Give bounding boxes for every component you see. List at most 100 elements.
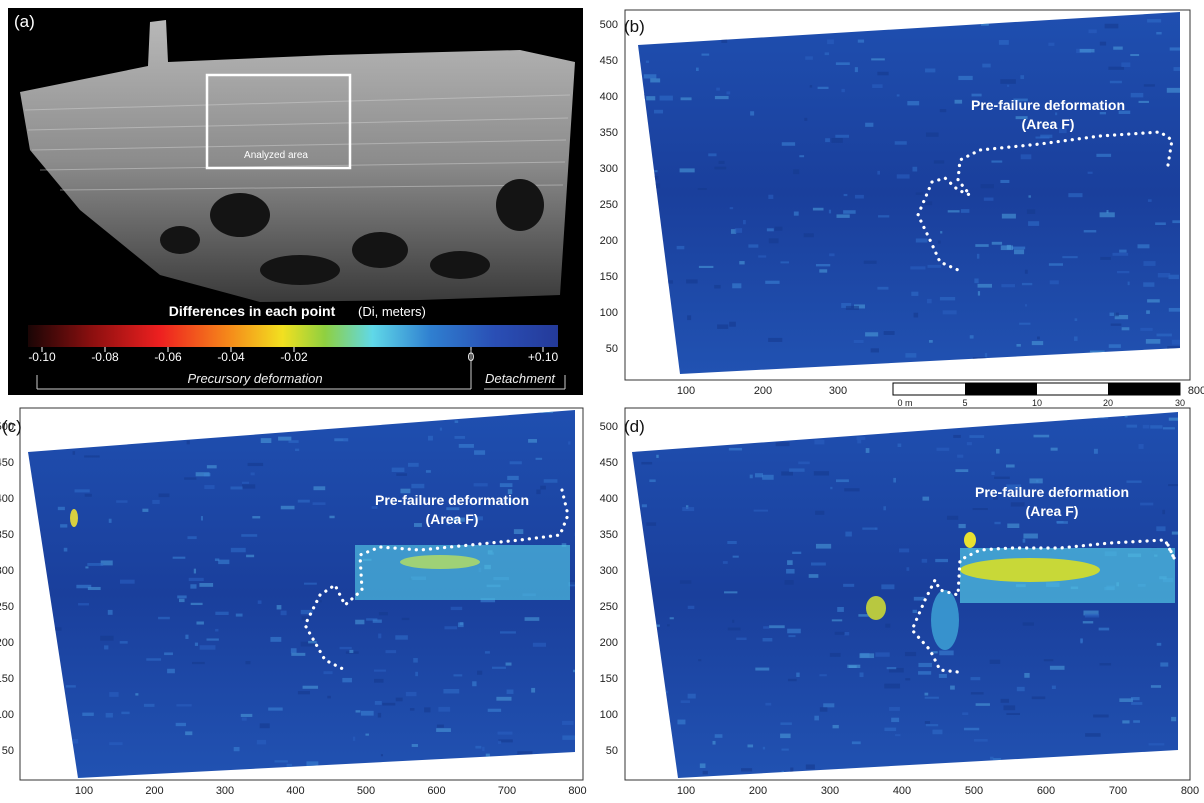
speckle xyxy=(841,89,844,92)
speckle xyxy=(681,700,690,703)
speckle xyxy=(1100,212,1115,217)
colorbar-tick-label: -0.02 xyxy=(280,350,308,364)
speckle xyxy=(295,449,299,451)
speckle xyxy=(978,284,992,288)
speckle xyxy=(680,580,691,584)
speckle xyxy=(843,584,854,587)
speckle xyxy=(1105,24,1119,29)
x-tick-label: 600 xyxy=(1037,785,1055,797)
speckle xyxy=(816,264,830,266)
speckle xyxy=(814,471,829,475)
speckle xyxy=(1169,308,1180,312)
y-tick-label: 500 xyxy=(600,421,618,433)
speckle xyxy=(190,584,196,588)
speckle xyxy=(948,210,960,212)
speckle xyxy=(185,731,192,735)
speckle xyxy=(500,483,513,487)
x-tick-label: 500 xyxy=(357,785,375,797)
speckle xyxy=(646,96,655,100)
speckle xyxy=(497,732,512,735)
speckle xyxy=(836,479,849,482)
scale-bar xyxy=(893,383,1180,395)
speckle xyxy=(914,313,919,318)
speckle xyxy=(805,56,813,59)
speckle xyxy=(955,469,968,472)
speckle xyxy=(1157,334,1172,337)
speckle xyxy=(242,482,249,484)
speckle xyxy=(199,583,213,587)
speckle xyxy=(938,241,941,244)
speckle xyxy=(191,603,203,605)
speckle xyxy=(1019,323,1030,325)
speckle xyxy=(1096,154,1111,157)
speckle xyxy=(810,85,812,87)
speckle xyxy=(871,348,879,352)
speckle xyxy=(1148,199,1152,202)
panel-a: Analyzed area (a) Differences in each po… xyxy=(8,8,583,395)
speckle xyxy=(500,631,516,633)
speckle xyxy=(458,622,464,627)
speckle xyxy=(836,62,850,65)
speckle xyxy=(864,261,877,264)
speckle xyxy=(413,658,418,663)
speckle xyxy=(1006,713,1020,715)
speckle xyxy=(958,76,972,80)
speckle xyxy=(1048,43,1054,46)
speckle xyxy=(1083,621,1093,623)
speckle xyxy=(1007,524,1019,528)
speckle xyxy=(1050,666,1065,670)
y-tick-label: 400 xyxy=(600,91,618,103)
speckle xyxy=(872,84,883,88)
speckle xyxy=(241,714,253,717)
speckle xyxy=(1133,720,1140,723)
speckle xyxy=(396,698,403,702)
y-tick-label: 100 xyxy=(0,709,14,721)
speckle xyxy=(1094,449,1098,454)
speckle xyxy=(877,287,888,290)
speckle xyxy=(142,509,148,512)
speckle xyxy=(829,253,834,256)
speckle xyxy=(844,632,849,635)
speckle xyxy=(844,488,859,491)
speckle xyxy=(829,210,831,214)
speckle xyxy=(1156,526,1165,531)
speckle xyxy=(82,713,94,716)
speckle xyxy=(1014,249,1024,254)
speckle xyxy=(1151,685,1161,688)
y-tick-label: 200 xyxy=(0,637,14,649)
x-tick-label: 700 xyxy=(498,785,516,797)
speckle xyxy=(410,708,414,711)
speckle xyxy=(100,636,113,641)
speckle xyxy=(270,637,281,642)
speckle xyxy=(340,647,352,649)
x-tick-label: 300 xyxy=(216,785,234,797)
speckle xyxy=(116,500,127,502)
speckle xyxy=(1007,85,1009,87)
speckle xyxy=(1093,715,1109,718)
speckle xyxy=(281,611,287,616)
speckle xyxy=(382,703,395,706)
speckle xyxy=(905,678,910,680)
speckle xyxy=(1034,435,1050,438)
speckle xyxy=(496,697,511,701)
speckle xyxy=(708,153,716,156)
speckle xyxy=(1113,47,1123,50)
speckle xyxy=(531,688,535,693)
panel-b: Pre-failure deformation (Area F) (b) xyxy=(624,10,1192,384)
speckle xyxy=(313,486,325,490)
speckle xyxy=(893,478,896,483)
y-tick-label: 300 xyxy=(600,565,618,577)
speckle xyxy=(281,506,295,510)
speckle xyxy=(815,511,824,515)
x-tick-label: 700 xyxy=(1109,785,1127,797)
speckle xyxy=(981,184,994,188)
speckle xyxy=(1143,261,1155,266)
speckle xyxy=(472,681,476,686)
speckle xyxy=(1037,337,1040,340)
speckle xyxy=(436,728,451,732)
speckle xyxy=(187,536,196,539)
speckle xyxy=(1146,310,1150,314)
speckle xyxy=(58,507,65,510)
speckle xyxy=(859,653,874,658)
speckle xyxy=(87,563,103,566)
